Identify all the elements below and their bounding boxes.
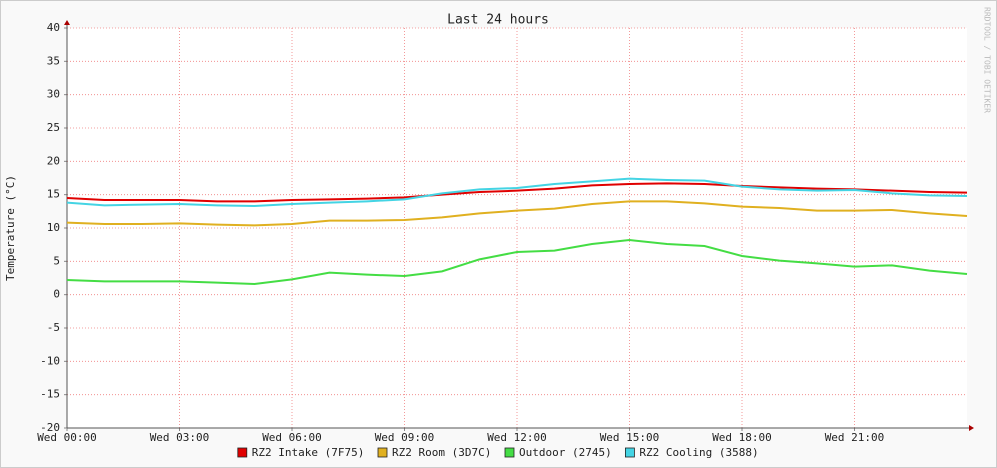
y-tick-label: 15 bbox=[47, 188, 60, 201]
watermark: RRDTOOL / TOBI OETIKER bbox=[983, 7, 992, 113]
legend-swatch bbox=[377, 447, 388, 458]
y-tick-label: -20 bbox=[40, 421, 60, 434]
x-tick-label: Wed 03:00 bbox=[150, 431, 210, 444]
y-axis-label: Temperature (°C) bbox=[4, 175, 17, 281]
legend-label: RZ2 Intake (7F75) bbox=[252, 446, 365, 459]
x-tick-label: Wed 06:00 bbox=[262, 431, 322, 444]
legend-label: RZ2 Room (3D7C) bbox=[392, 446, 491, 459]
y-tick-label: -10 bbox=[40, 354, 60, 367]
series-line bbox=[66, 200, 968, 227]
x-tick-label: Wed 18:00 bbox=[712, 431, 772, 444]
legend-label: RZ2 Cooling (3588) bbox=[639, 446, 758, 459]
y-axis-arrow bbox=[64, 20, 70, 25]
x-tick-label: Wed 15:00 bbox=[600, 431, 660, 444]
legend-swatch bbox=[625, 447, 635, 458]
chart-title: Last 24 hours bbox=[447, 13, 549, 28]
y-tick-label: 10 bbox=[47, 221, 60, 234]
x-tick-label: Wed 21:00 bbox=[825, 431, 885, 444]
y-tick-label: 5 bbox=[53, 254, 60, 267]
y-tick-label: -15 bbox=[40, 388, 60, 401]
x-tick-label: Wed 00:00 bbox=[37, 431, 97, 444]
y-tick-label: 40 bbox=[47, 21, 60, 34]
series-line bbox=[66, 182, 968, 203]
y-tick-label: 20 bbox=[47, 154, 60, 167]
legend-swatch bbox=[237, 447, 248, 458]
series-line bbox=[66, 177, 968, 208]
y-tick-label: 35 bbox=[47, 54, 60, 67]
y-tick-label: 0 bbox=[53, 288, 60, 301]
x-tick-label: Wed 12:00 bbox=[487, 431, 547, 444]
y-tick-label: 30 bbox=[47, 88, 60, 101]
legend-swatch bbox=[504, 447, 515, 458]
x-axis-arrow bbox=[969, 425, 974, 431]
series-line bbox=[66, 238, 968, 286]
x-tick-label: Wed 09:00 bbox=[375, 431, 435, 444]
y-tick-label: 25 bbox=[47, 121, 60, 134]
legend-label: Outdoor (2745) bbox=[519, 446, 612, 459]
y-tick-label: -5 bbox=[47, 321, 60, 334]
